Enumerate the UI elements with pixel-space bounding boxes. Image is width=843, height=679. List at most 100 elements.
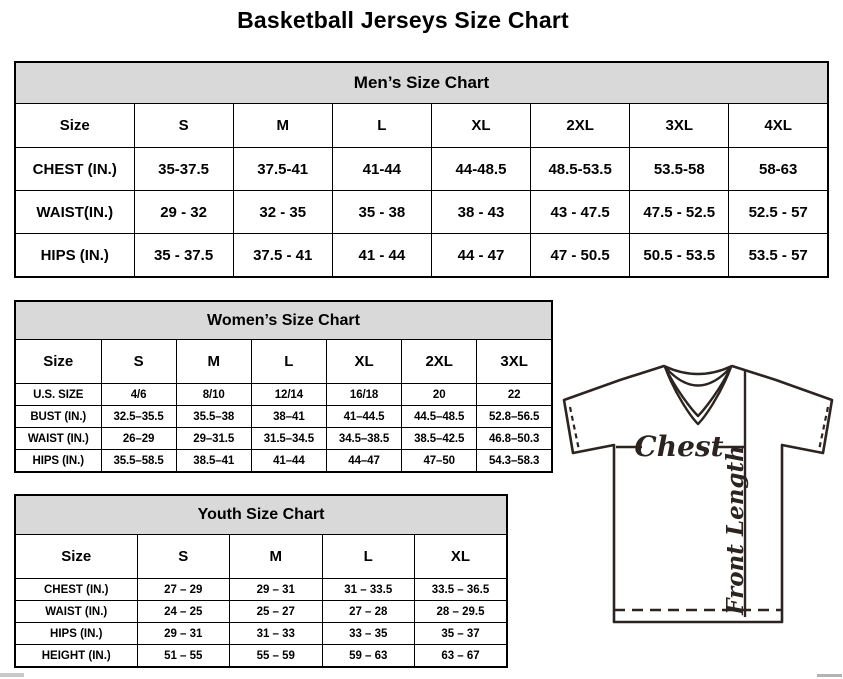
cell: 35 – 37 (414, 622, 508, 645)
cell: 44-48.5 (430, 147, 532, 191)
vneck-outer-line (663, 366, 733, 426)
youth-col-m: M (229, 534, 323, 579)
row-label: CHEST (IN.) (14, 578, 138, 601)
mens-col-s: S (133, 103, 234, 148)
mens-column-header-row: Size S M L XL 2XL 3XL 4XL (14, 103, 829, 148)
womens-waist-row: WAIST (IN.) 26–29 29–31.5 31.5–34.5 34.5… (14, 427, 553, 450)
mens-col-2xl: 2XL (530, 103, 631, 148)
jersey-outline (562, 364, 834, 624)
youth-size-label: Size (14, 534, 138, 579)
womens-column-header-row: Size S M L XL 2XL 3XL (14, 339, 553, 384)
cell: 46.8–50.3 (476, 427, 553, 450)
cell: 32.5–35.5 (100, 405, 177, 428)
cell: 29–31.5 (175, 427, 252, 450)
cell: 44.5–48.5 (401, 405, 478, 428)
womens-col-2xl: 2XL (401, 339, 478, 384)
cell: 32 - 35 (232, 190, 333, 234)
womens-hips-row: HIPS (IN.) 35.5–58.5 38.5–41 41–44 44–47… (14, 449, 553, 473)
cell: 27 – 28 (321, 600, 415, 623)
cell: 54.3–58.3 (476, 449, 553, 473)
cell: 59 – 63 (321, 644, 415, 668)
cell: 51 – 55 (136, 644, 230, 668)
youth-table-header-row: Youth Size Chart (14, 494, 508, 535)
youth-col-xl: XL (414, 534, 508, 579)
mens-size-label: Size (14, 103, 135, 148)
cell: 41–44.5 (325, 405, 403, 428)
cell: 58-63 (728, 147, 829, 191)
youth-height-row: HEIGHT (IN.) 51 – 55 55 – 59 59 – 63 63 … (14, 644, 508, 668)
cell: 47–50 (401, 449, 478, 473)
mens-table-header-row: Men’s Size Chart (14, 61, 829, 104)
row-label: CHEST (IN.) (14, 147, 135, 191)
cell: 43 - 47.5 (530, 190, 631, 234)
cell: 35 - 37.5 (133, 233, 234, 278)
mens-col-3xl: 3XL (629, 103, 730, 148)
mens-col-4xl: 4XL (728, 103, 829, 148)
mens-col-xl: XL (430, 103, 532, 148)
youth-column-header-row: Size S M L XL (14, 534, 508, 579)
cell: 33 – 35 (321, 622, 415, 645)
vneck-inner-line (663, 366, 733, 418)
cell: 34.5–38.5 (325, 427, 403, 450)
jersey-measurement-diagram: Chest Front Length (562, 364, 834, 624)
row-label: HIPS (IN.) (14, 449, 102, 473)
cell: 38.5–41 (175, 449, 252, 473)
row-label: WAIST(IN.) (14, 190, 135, 234)
cell: 44–47 (325, 449, 403, 473)
cell: 37.5 - 41 (232, 233, 333, 278)
cell: 26–29 (100, 427, 177, 450)
cell: 53.5-58 (629, 147, 730, 191)
mens-col-l: L (331, 103, 432, 148)
cell: 31.5–34.5 (250, 427, 327, 450)
scrollbar-fragment-left (0, 673, 24, 677)
page-title: Basketball Jerseys Size Chart (237, 7, 569, 33)
mens-size-table: Men’s Size Chart Size S M L XL 2XL 3XL 4… (14, 61, 829, 278)
row-label: BUST (IN.) (14, 405, 102, 428)
cell: 27 – 29 (136, 578, 230, 601)
youth-chest-row: CHEST (IN.) 27 – 29 29 – 31 31 – 33.5 33… (14, 578, 508, 601)
row-label: HIPS (IN.) (14, 233, 135, 278)
cell: 63 – 67 (414, 644, 508, 668)
womens-col-s: S (100, 339, 177, 384)
mens-hips-row: HIPS (IN.) 35 - 37.5 37.5 - 41 41 - 44 4… (14, 233, 829, 278)
chest-label: Chest (634, 430, 723, 463)
womens-size-table: Women’s Size Chart Size S M L XL 2XL 3XL… (14, 300, 553, 473)
youth-col-l: L (321, 534, 415, 579)
cell: 8/10 (175, 383, 252, 406)
cell: 47.5 - 52.5 (629, 190, 730, 234)
cell: 31 – 33 (229, 622, 323, 645)
cell: 4/6 (100, 383, 177, 406)
front-length-label: Front Length (722, 445, 749, 616)
youth-size-table: Youth Size Chart Size S M L XL CHEST (IN… (14, 494, 508, 668)
womens-col-m: M (175, 339, 252, 384)
cell: 44 - 47 (430, 233, 532, 278)
cell: 31 – 33.5 (321, 578, 415, 601)
youth-col-s: S (136, 534, 230, 579)
row-label: WAIST (IN.) (14, 427, 102, 450)
right-cuff-dashed-seam (817, 406, 830, 451)
row-label: HEIGHT (IN.) (14, 644, 138, 668)
mens-col-m: M (232, 103, 333, 148)
womens-us-size-row: U.S. SIZE 4/6 8/10 12/14 16/18 20 22 (14, 383, 553, 406)
womens-col-l: L (250, 339, 327, 384)
cell: 12/14 (250, 383, 327, 406)
youth-waist-row: WAIST (IN.) 24 – 25 25 – 27 27 – 28 28 –… (14, 600, 508, 623)
cell: 33.5 – 36.5 (414, 578, 508, 601)
womens-table-header-row: Women’s Size Chart (14, 300, 553, 340)
cell: 53.5 - 57 (728, 233, 829, 278)
collar-arc (664, 366, 732, 387)
cell: 52.8–56.5 (476, 405, 553, 428)
cell: 25 – 27 (229, 600, 323, 623)
row-label: U.S. SIZE (14, 383, 102, 406)
cell: 38–41 (250, 405, 327, 428)
cell: 24 – 25 (136, 600, 230, 623)
cell: 35-37.5 (133, 147, 234, 191)
cell: 22 (476, 383, 553, 406)
cell: 41 - 44 (331, 233, 432, 278)
cell: 50.5 - 53.5 (629, 233, 730, 278)
cell: 37.5-41 (232, 147, 333, 191)
youth-hips-row: HIPS (IN.) 29 – 31 31 – 33 33 – 35 35 – … (14, 622, 508, 645)
womens-size-label: Size (14, 339, 102, 384)
mens-table-title: Men’s Size Chart (14, 61, 829, 104)
cell: 38.5–42.5 (401, 427, 478, 450)
